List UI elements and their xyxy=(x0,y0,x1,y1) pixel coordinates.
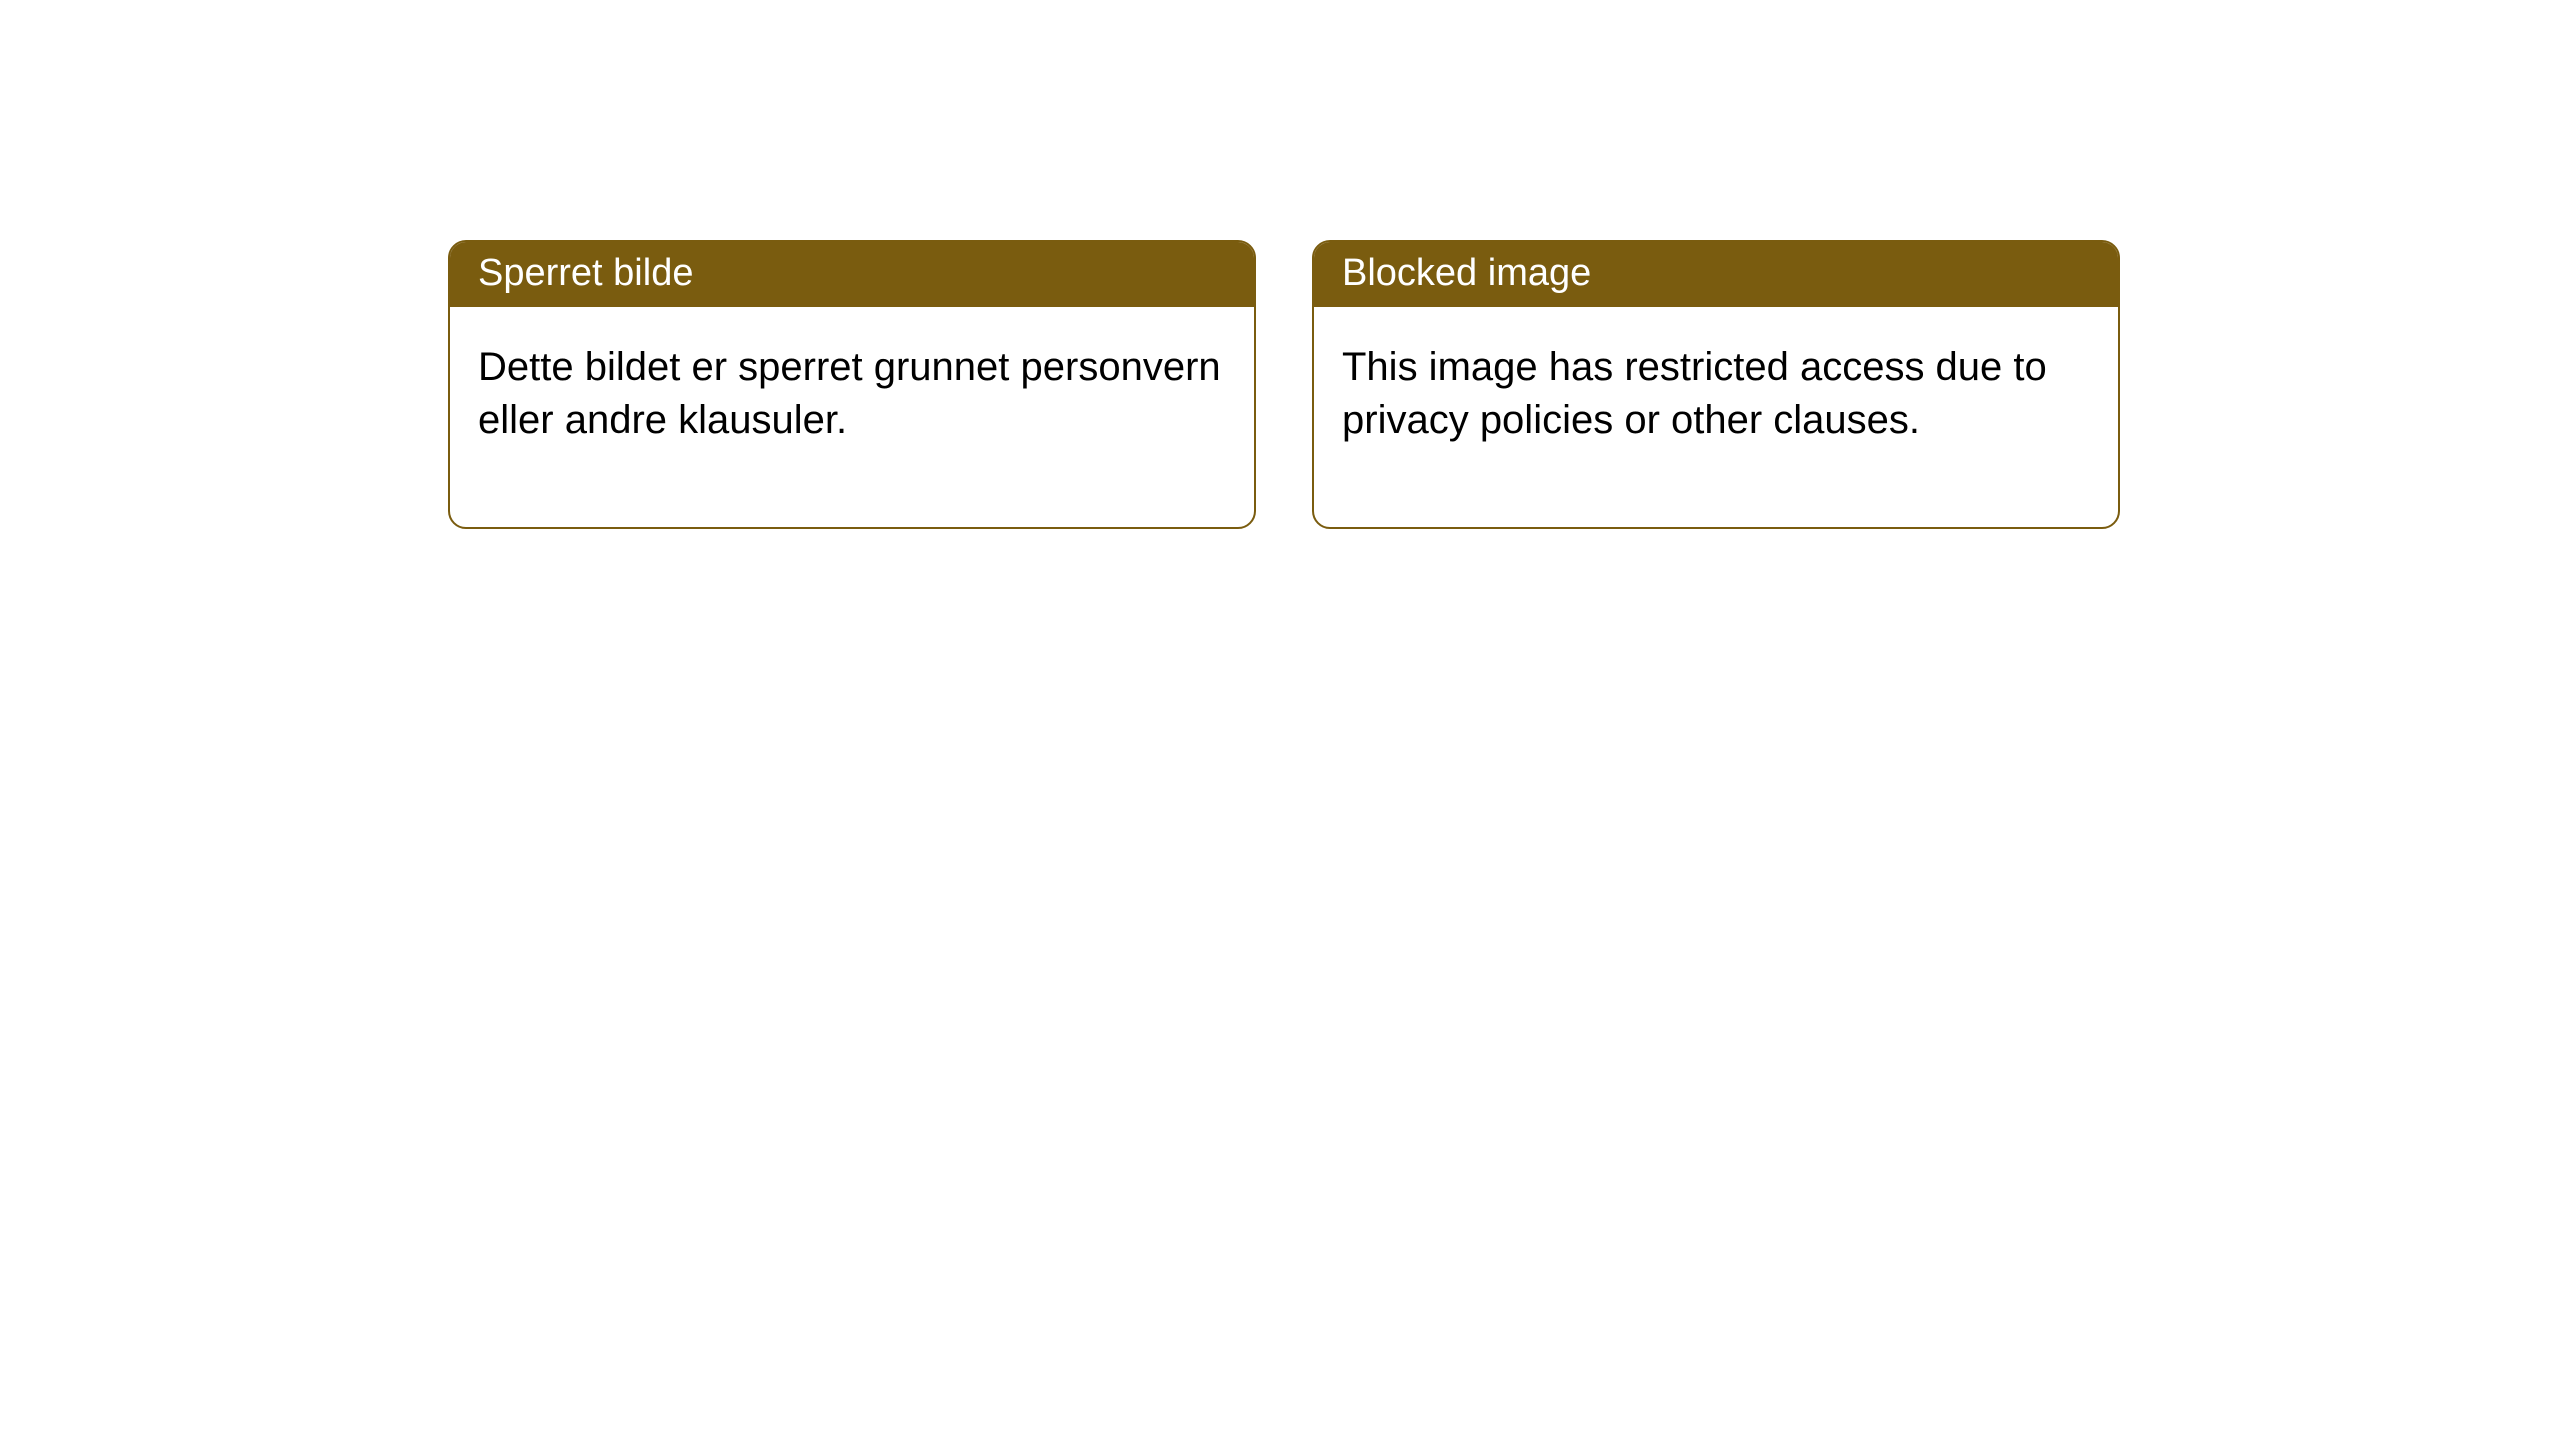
notice-body-norwegian: Dette bildet er sperret grunnet personve… xyxy=(450,307,1254,527)
notice-body-english: This image has restricted access due to … xyxy=(1314,307,2118,527)
notice-title-english: Blocked image xyxy=(1314,242,2118,307)
notice-container: Sperret bilde Dette bildet er sperret gr… xyxy=(0,0,2560,529)
notice-card-norwegian: Sperret bilde Dette bildet er sperret gr… xyxy=(448,240,1256,529)
notice-title-norwegian: Sperret bilde xyxy=(450,242,1254,307)
notice-card-english: Blocked image This image has restricted … xyxy=(1312,240,2120,529)
